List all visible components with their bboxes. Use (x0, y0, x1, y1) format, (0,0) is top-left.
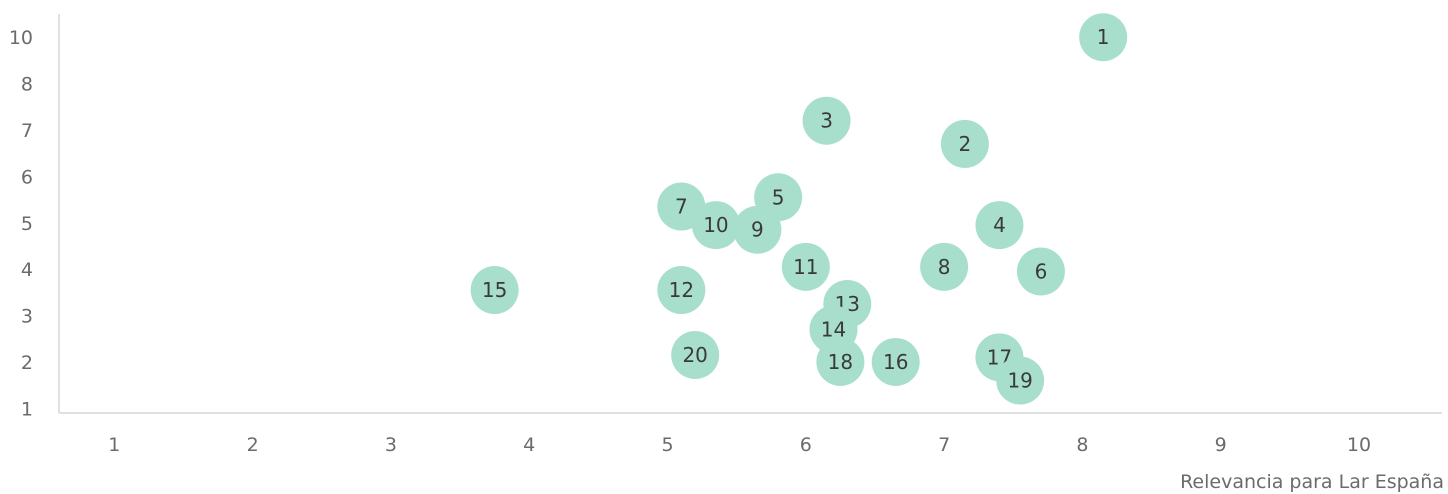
y-tick-label: 8 (21, 74, 33, 96)
x-tick-label: 4 (523, 434, 535, 456)
data-point-marker (1079, 13, 1128, 62)
data-point: 2 (940, 119, 989, 168)
data-point-marker (996, 356, 1045, 405)
x-tick-label: 1 (108, 434, 120, 456)
data-point-label: 10 (703, 213, 728, 237)
axes (58, 14, 1442, 414)
x-tick-label: 9 (1215, 434, 1227, 456)
data-point-label: 2 (958, 132, 971, 156)
data-point-marker (975, 201, 1024, 250)
x-tick-label: 6 (800, 434, 812, 456)
data-point-marker (920, 242, 969, 291)
data-point: 19 (996, 356, 1045, 405)
data-point-label: 15 (482, 278, 507, 302)
data-point-label: 19 (1007, 369, 1032, 393)
data-point-marker (470, 266, 519, 315)
data-point-label: 18 (828, 350, 853, 374)
y-tick-label: 3 (21, 306, 33, 328)
y-tick-label: 2 (21, 352, 33, 374)
data-point: 12 (657, 266, 706, 315)
x-tick-label: 8 (1076, 434, 1088, 456)
data-point-marker (733, 205, 782, 254)
data-point-label: 4 (993, 213, 1006, 237)
data-point-label: 3 (820, 109, 833, 133)
y-tick-label: 7 (21, 120, 33, 142)
data-point-label: 8 (938, 255, 951, 279)
data-point-label: 9 (751, 218, 764, 242)
y-tick-label: 5 (21, 213, 33, 235)
y-tick-labels: 10 8 7 6 5 4 3 2 1 (9, 27, 33, 420)
data-point-marker (781, 242, 830, 291)
data-point: 18 (816, 337, 865, 386)
data-point: 16 (871, 337, 920, 386)
x-axis-title: Relevancia para Lar España (1180, 471, 1444, 493)
y-tick-label: 1 (21, 398, 33, 420)
data-point-label: 14 (821, 317, 846, 341)
data-point-label: 20 (682, 343, 707, 367)
data-point-label: 12 (669, 278, 694, 302)
data-point-marker (816, 337, 865, 386)
x-tick-label: 3 (385, 434, 397, 456)
x-tick-label: 7 (938, 434, 950, 456)
x-tick-label: 5 (661, 434, 673, 456)
data-point-marker (871, 337, 920, 386)
data-point: 20 (671, 331, 720, 380)
y-tick-label: 6 (21, 166, 33, 188)
data-point-label: 11 (793, 255, 818, 279)
data-point: 8 (920, 242, 969, 291)
data-point-marker (940, 119, 989, 168)
data-point-label: 1 (1097, 25, 1110, 49)
data-point: 1 (1079, 13, 1128, 62)
x-tick-label: 2 (247, 434, 259, 456)
data-point: 3 (802, 96, 851, 145)
data-point: 4 (975, 201, 1024, 250)
y-tick-label: 4 (21, 259, 33, 281)
data-point-marker (671, 331, 720, 380)
data-point-marker (802, 96, 851, 145)
data-point-label: 5 (772, 185, 785, 209)
data-point: 9 (733, 205, 782, 254)
data-point: 15 (470, 266, 519, 315)
data-point-marker (657, 266, 706, 315)
data-point: 11 (781, 242, 830, 291)
data-point-label: 6 (1035, 259, 1048, 283)
data-point: 6 (1016, 247, 1065, 296)
data-point-label: 16 (883, 350, 908, 374)
data-point-marker (691, 201, 740, 250)
y-tick-label: 10 (9, 27, 33, 49)
x-tick-labels: 1 2 3 4 5 6 7 8 9 10 (108, 434, 1371, 456)
data-point-label: 7 (675, 195, 688, 219)
x-tick-label: 10 (1347, 434, 1371, 456)
data-point: 10 (691, 201, 740, 250)
data-point-marker (1016, 247, 1065, 296)
